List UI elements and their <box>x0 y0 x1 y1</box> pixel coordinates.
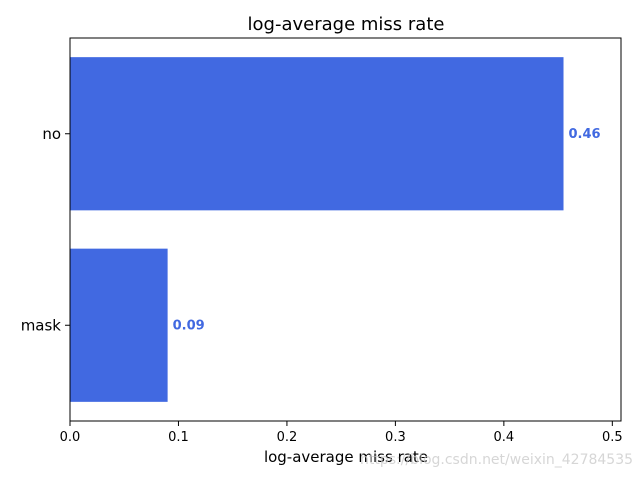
y-tick-label-no: no <box>42 125 61 143</box>
x-tick-label: 0.3 <box>385 430 406 445</box>
x-axis-label: log-average miss rate <box>264 448 428 466</box>
x-tick-label: 0.1 <box>168 430 189 445</box>
x-tick-label: 0.0 <box>60 430 81 445</box>
y-tick-label-mask: mask <box>21 316 62 334</box>
x-tick-label: 0.4 <box>494 430 515 445</box>
x-tick-label: 0.5 <box>602 430 623 445</box>
bar-mask <box>70 248 168 402</box>
data-label-no: 0.46 <box>569 127 601 142</box>
watermark: https://blog.csdn.net/weixin_42784535 <box>360 452 634 468</box>
bar-no <box>70 57 564 211</box>
data-label-mask: 0.09 <box>173 318 205 333</box>
x-tick-label: 0.2 <box>277 430 298 445</box>
chart-title: log-average miss rate <box>248 14 445 35</box>
plot-frame <box>69 37 622 422</box>
